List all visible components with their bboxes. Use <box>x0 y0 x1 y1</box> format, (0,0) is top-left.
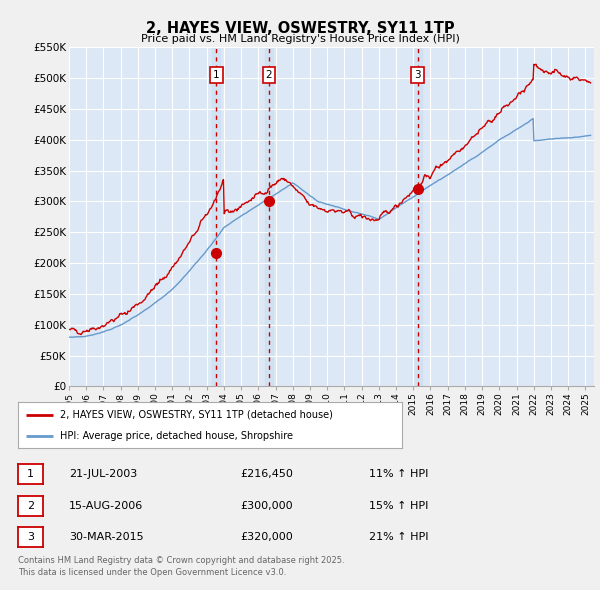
Text: Contains HM Land Registry data © Crown copyright and database right 2025.
This d: Contains HM Land Registry data © Crown c… <box>18 556 344 577</box>
Text: £320,000: £320,000 <box>240 532 293 542</box>
Text: 21-JUL-2003: 21-JUL-2003 <box>69 470 137 479</box>
Text: Price paid vs. HM Land Registry's House Price Index (HPI): Price paid vs. HM Land Registry's House … <box>140 34 460 44</box>
Bar <box>212 47 220 386</box>
Text: 2, HAYES VIEW, OSWESTRY, SY11 1TP (detached house): 2, HAYES VIEW, OSWESTRY, SY11 1TP (detac… <box>60 410 333 420</box>
Text: 3: 3 <box>414 70 421 80</box>
Text: 21% ↑ HPI: 21% ↑ HPI <box>369 532 428 542</box>
Text: 2, HAYES VIEW, OSWESTRY, SY11 1TP: 2, HAYES VIEW, OSWESTRY, SY11 1TP <box>146 21 454 35</box>
Text: 15% ↑ HPI: 15% ↑ HPI <box>369 501 428 510</box>
Text: 15-AUG-2006: 15-AUG-2006 <box>69 501 143 510</box>
Text: HPI: Average price, detached house, Shropshire: HPI: Average price, detached house, Shro… <box>60 431 293 441</box>
Text: 2: 2 <box>27 501 34 510</box>
Bar <box>265 47 274 386</box>
Text: £216,450: £216,450 <box>240 470 293 479</box>
Text: 1: 1 <box>213 70 220 80</box>
Bar <box>413 47 422 386</box>
Text: 2: 2 <box>266 70 272 80</box>
Text: 11% ↑ HPI: 11% ↑ HPI <box>369 470 428 479</box>
Text: £300,000: £300,000 <box>240 501 293 510</box>
Text: 30-MAR-2015: 30-MAR-2015 <box>69 532 143 542</box>
Text: 1: 1 <box>27 470 34 479</box>
Text: 3: 3 <box>27 532 34 542</box>
